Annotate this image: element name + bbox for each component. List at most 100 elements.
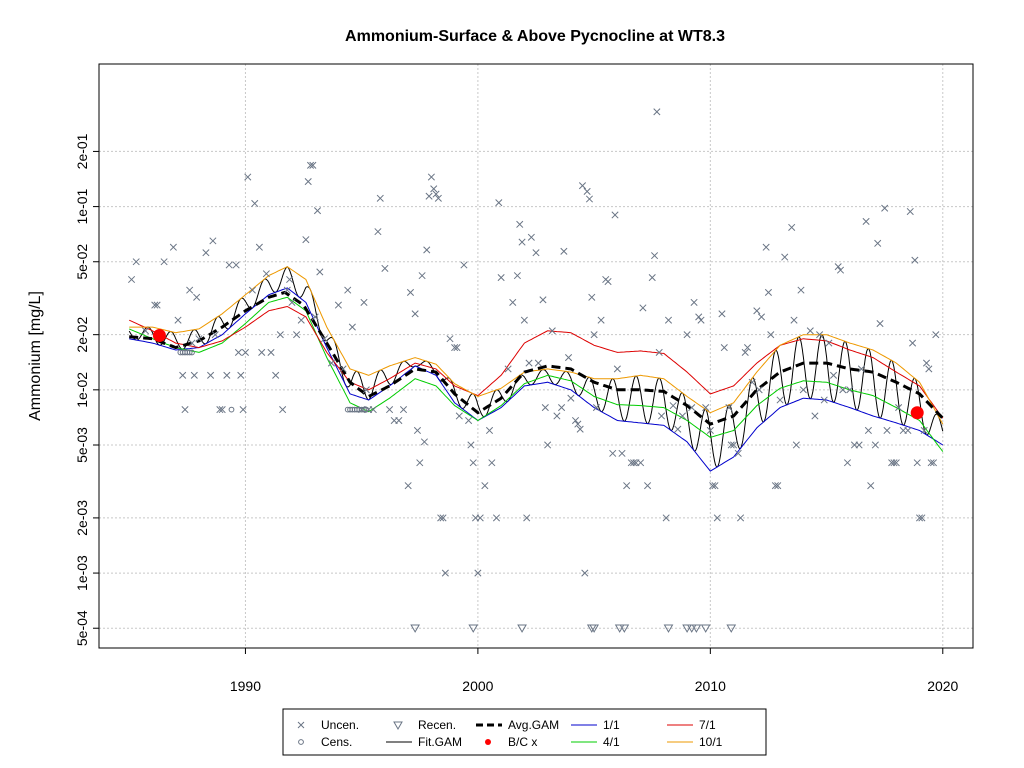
point-uncensored: [311, 313, 319, 321]
point-uncensored: [776, 396, 784, 404]
point-uncensored: [876, 319, 884, 328]
point-uncensored: [160, 258, 168, 266]
point-uncensored: [881, 204, 889, 212]
point-uncensored: [820, 396, 828, 404]
point-uncensored: [678, 412, 686, 420]
series-line-1-1: [129, 287, 944, 472]
x-axis: 1990 2000 2010 2020: [230, 648, 959, 694]
point-uncensored: [743, 344, 752, 352]
point-uncensored: [534, 359, 542, 367]
point-uncensored: [855, 441, 863, 449]
point-censored: [186, 349, 193, 356]
point-uncensored: [288, 298, 296, 306]
point-uncensored: [581, 569, 589, 577]
point-uncensored: [727, 441, 735, 449]
point-uncensored: [762, 243, 770, 251]
x-tick-label: 2020: [927, 678, 958, 694]
point-uncensored: [706, 426, 714, 435]
point-uncensored: [725, 404, 733, 412]
point-uncensored: [932, 331, 940, 339]
point-uncensored: [527, 233, 535, 241]
point-uncensored: [272, 371, 280, 379]
point-uncensored: [904, 426, 912, 435]
point-uncensored: [381, 264, 389, 272]
point-uncensored: [504, 365, 512, 373]
point-uncensored: [293, 331, 301, 339]
legend-label: B/C x: [508, 735, 537, 749]
point-uncensored: [585, 195, 594, 203]
point-uncensored: [423, 246, 431, 254]
point-uncensored: [258, 348, 266, 356]
legend-item: Fit.GAM: [386, 735, 462, 749]
series-fit-gam: [128, 266, 944, 468]
point-uncensored: [829, 371, 838, 379]
point-uncensored: [797, 286, 805, 294]
legend-label: 4/1: [603, 735, 620, 749]
y-tick-label: 1e-03: [74, 555, 90, 591]
point-uncensored: [548, 327, 556, 335]
point-uncensored: [588, 293, 596, 301]
point-uncensored: [695, 313, 703, 321]
legend-item: Recen.: [393, 718, 456, 732]
legend-item: 1/1: [571, 718, 620, 732]
point-uncensored: [151, 301, 159, 309]
point-uncensored: [683, 331, 691, 339]
point-uncensored: [523, 514, 531, 522]
point-uncensored: [846, 386, 854, 394]
point-uncensored: [757, 313, 766, 321]
point-uncensored: [485, 426, 494, 435]
point-uncensored: [741, 348, 749, 356]
point-uncensored: [843, 459, 852, 467]
point-uncensored: [655, 348, 663, 356]
point-uncensored: [630, 459, 638, 467]
grid-lines: [99, 64, 973, 648]
point-uncensored: [755, 386, 763, 394]
point-uncensored: [255, 243, 263, 251]
point-uncensored: [753, 307, 761, 315]
point-uncensored: [218, 406, 226, 414]
point-uncensored: [790, 316, 798, 324]
point-uncensored: [871, 441, 879, 449]
point-uncensored: [688, 404, 696, 412]
legend-glyph-dot: [485, 739, 491, 745]
point-uncensored: [509, 298, 517, 306]
point-uncensored: [474, 569, 482, 577]
point-uncensored: [369, 406, 377, 414]
point-censored: [361, 406, 367, 413]
point-recensored: [410, 624, 421, 633]
point-uncensored: [495, 199, 503, 207]
point-uncensored: [193, 293, 201, 301]
point-uncensored: [432, 190, 440, 198]
point-uncensored: [922, 359, 931, 367]
point-uncensored: [437, 514, 445, 522]
point-uncensored: [492, 514, 501, 522]
point-uncensored: [404, 482, 412, 490]
legend-item: 7/1: [667, 718, 716, 732]
y-tick-label: 1e-02: [74, 372, 90, 408]
point-uncensored: [399, 406, 408, 414]
legend-label: Fit.GAM: [418, 735, 462, 749]
point-uncensored: [132, 258, 140, 266]
point-uncensored: [406, 288, 415, 296]
y-tick-label: 5e-03: [74, 427, 90, 463]
point-uncensored: [248, 286, 256, 294]
point-uncensored: [395, 416, 403, 425]
point-uncensored: [799, 386, 807, 394]
point-uncensored: [657, 412, 666, 420]
point-uncensored: [895, 404, 903, 412]
point-uncensored: [276, 331, 284, 339]
point-uncensored: [141, 327, 150, 335]
point-uncensored: [571, 416, 580, 425]
point-uncensored: [237, 371, 245, 379]
point-censored: [363, 406, 370, 413]
point-uncensored: [374, 228, 382, 236]
point-uncensored: [497, 273, 505, 282]
point-uncensored: [613, 365, 621, 373]
point-uncensored: [376, 194, 384, 202]
point-recensored: [468, 624, 479, 633]
point-recensored: [686, 624, 697, 633]
point-uncensored: [469, 459, 477, 467]
point-uncensored: [711, 482, 719, 490]
point-uncensored: [748, 378, 756, 386]
point-uncensored: [664, 316, 673, 324]
